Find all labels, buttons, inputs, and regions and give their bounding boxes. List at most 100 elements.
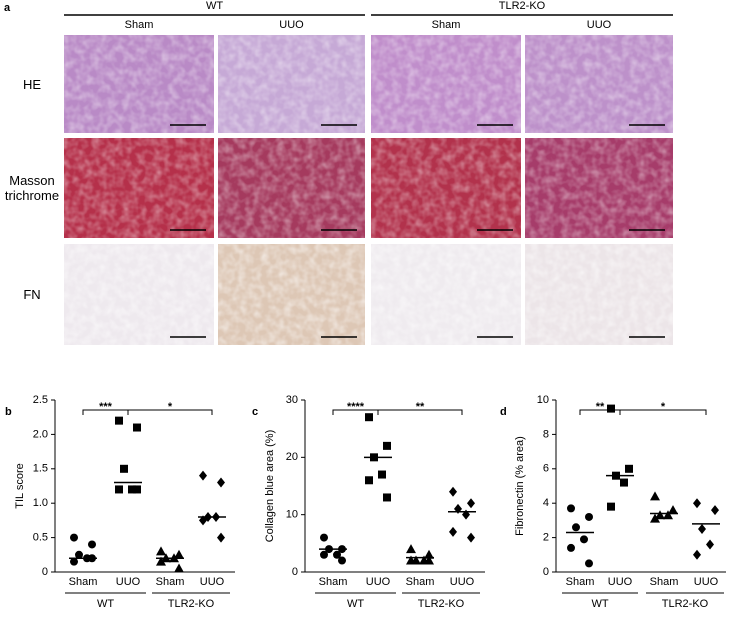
data-point — [70, 557, 78, 566]
data-point — [449, 526, 457, 537]
image-texture — [64, 244, 214, 345]
data-point — [406, 555, 416, 565]
panel-label: a — [4, 2, 11, 14]
group-label: TLR2-KO — [168, 598, 215, 610]
y-tick-label: 2.0 — [33, 428, 48, 440]
column-label: UUO — [587, 19, 612, 31]
image-texture — [371, 138, 521, 238]
group-label: WT — [206, 0, 223, 12]
image-texture — [525, 138, 673, 238]
data-point — [693, 549, 701, 560]
data-point — [338, 556, 346, 565]
data-point — [133, 423, 141, 432]
y-tick-label: 20 — [286, 451, 298, 463]
data-point — [406, 544, 416, 554]
data-point — [693, 498, 701, 509]
data-point — [650, 491, 660, 501]
data-point — [580, 535, 588, 544]
x-tick-label: UUO — [450, 576, 475, 588]
image-texture — [218, 244, 365, 345]
data-point — [383, 493, 391, 502]
x-tick-label: UUO — [200, 576, 225, 588]
x-tick-label: UUO — [608, 576, 633, 588]
data-point — [620, 478, 628, 487]
data-point — [572, 523, 580, 532]
data-point — [120, 464, 128, 473]
group-label: TLR2-KO — [662, 598, 709, 610]
data-point — [174, 563, 184, 573]
y-tick-label: 0 — [543, 566, 549, 578]
significance-bracket — [377, 409, 463, 415]
data-point — [128, 485, 136, 494]
x-tick-label: Sham — [566, 576, 595, 588]
data-point — [567, 504, 575, 513]
data-point — [585, 512, 593, 521]
data-point — [174, 549, 184, 559]
y-tick-label: 0.5 — [33, 532, 48, 544]
group-label: WT — [347, 598, 364, 610]
data-point — [467, 498, 475, 509]
column-label: UUO — [279, 19, 304, 31]
x-tick-label: Sham — [650, 576, 679, 588]
data-point — [156, 546, 166, 556]
group-label: TLR2-KO — [499, 0, 546, 12]
significance-bracket — [619, 409, 707, 415]
data-point — [115, 416, 123, 425]
group-label: WT — [97, 598, 114, 610]
data-point — [650, 513, 660, 523]
image-texture — [525, 244, 673, 345]
group-label: WT — [591, 598, 608, 610]
data-point — [449, 486, 457, 497]
x-tick-label: UUO — [366, 576, 391, 588]
x-tick-label: Sham — [319, 576, 348, 588]
column-label: Sham — [125, 19, 154, 31]
image-texture — [218, 35, 365, 133]
x-tick-label: UUO — [116, 576, 141, 588]
row-label: Masson trichrome — [4, 173, 60, 203]
data-point — [668, 505, 678, 515]
data-point — [88, 540, 96, 549]
data-point — [199, 470, 207, 481]
significance-label: ** — [416, 401, 425, 413]
data-point — [320, 550, 328, 559]
data-point — [607, 502, 615, 511]
image-texture — [371, 244, 521, 345]
significance-label: * — [661, 401, 666, 413]
x-tick-label: Sham — [156, 576, 185, 588]
data-point — [585, 559, 593, 568]
data-point — [365, 413, 373, 422]
x-tick-label: Sham — [406, 576, 435, 588]
data-point — [378, 470, 386, 479]
data-point — [711, 505, 719, 516]
y-tick-label: 10 — [286, 509, 298, 521]
column-label: Sham — [432, 19, 461, 31]
significance-bracket — [127, 409, 213, 415]
y-tick-label: 0 — [42, 566, 48, 578]
data-point — [383, 441, 391, 450]
y-tick-label: 4 — [543, 497, 549, 509]
y-axis-label: Fibronectin (% area) — [514, 436, 526, 536]
data-point — [663, 510, 673, 520]
row-label: HE — [22, 76, 42, 92]
image-texture — [371, 35, 521, 133]
row-label: FN — [23, 287, 41, 302]
y-axis-label: Collagen blue area (%) — [264, 430, 276, 543]
data-point — [199, 515, 207, 526]
y-tick-label: 10 — [537, 394, 549, 406]
data-point — [607, 404, 615, 413]
image-texture — [64, 35, 214, 133]
y-tick-label: 1.0 — [33, 497, 48, 509]
group-label: TLR2-KO — [418, 598, 465, 610]
data-point — [467, 532, 475, 543]
x-tick-label: Sham — [69, 576, 98, 588]
x-tick-label: UUO — [694, 576, 719, 588]
data-point — [320, 533, 328, 542]
y-tick-label: 2.5 — [33, 394, 48, 406]
y-tick-label: 8 — [543, 428, 549, 440]
data-point — [625, 464, 633, 473]
data-point — [217, 532, 225, 543]
data-point — [115, 485, 123, 494]
image-texture — [525, 35, 673, 133]
